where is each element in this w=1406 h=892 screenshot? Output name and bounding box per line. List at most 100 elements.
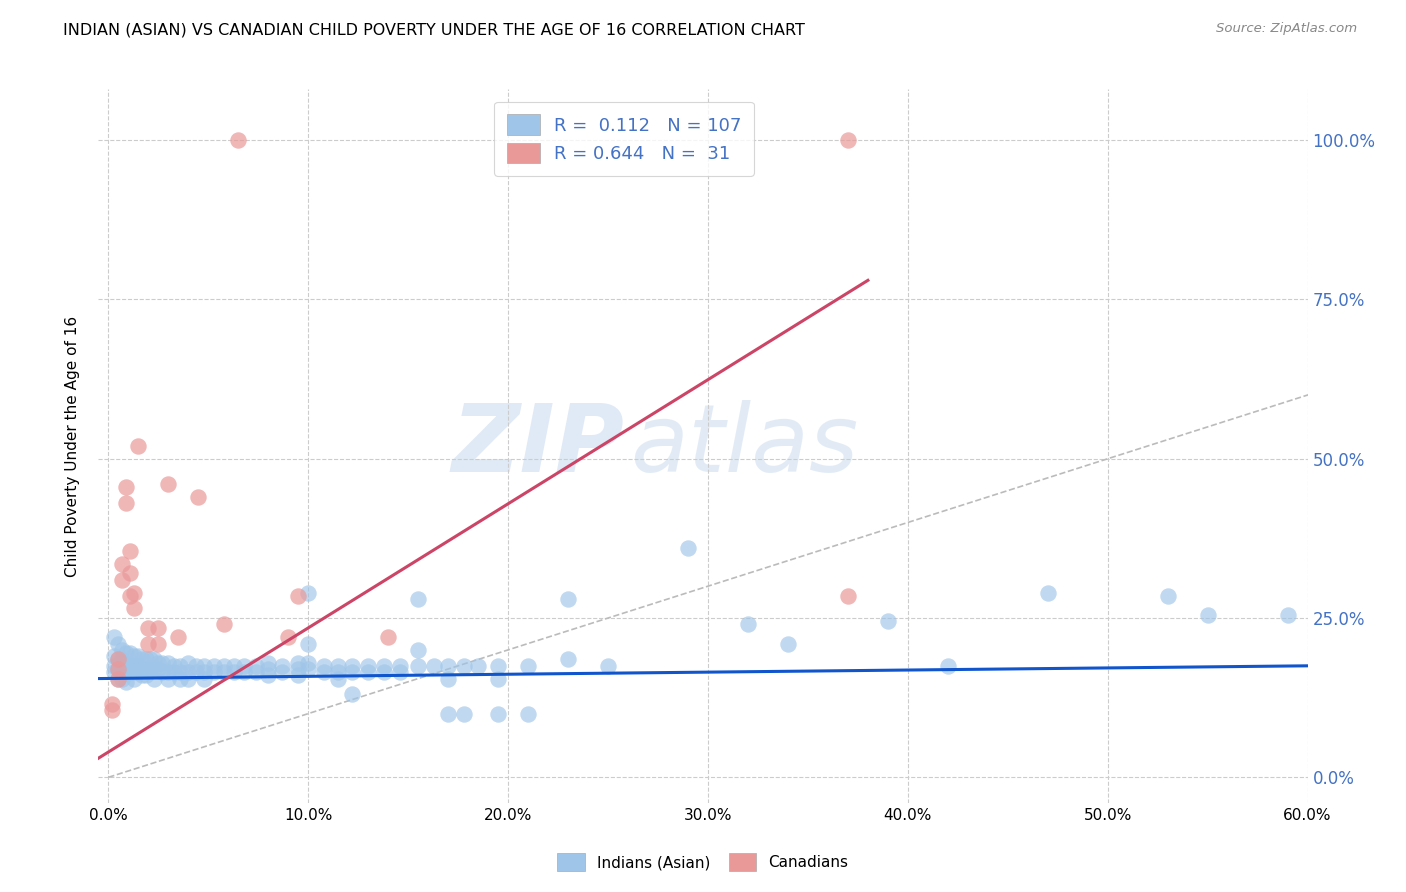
Text: ZIP: ZIP — [451, 400, 624, 492]
Point — [517, 658, 540, 673]
Point — [245, 665, 267, 680]
Point — [138, 621, 160, 635]
Point — [157, 656, 180, 670]
Point — [224, 658, 246, 673]
Point — [557, 591, 579, 606]
Legend: R =  0.112   N = 107, R = 0.644   N =  31: R = 0.112 N = 107, R = 0.644 N = 31 — [495, 102, 754, 176]
Point — [120, 646, 142, 660]
Point — [328, 658, 350, 673]
Point — [107, 662, 129, 676]
Point — [1197, 607, 1219, 622]
Point — [214, 665, 236, 680]
Point — [131, 662, 153, 676]
Point — [257, 656, 280, 670]
Point — [124, 585, 146, 599]
Point — [107, 662, 129, 676]
Point — [124, 601, 146, 615]
Point — [107, 636, 129, 650]
Point — [876, 614, 898, 628]
Point — [271, 665, 294, 680]
Point — [143, 652, 166, 666]
Point — [486, 672, 509, 686]
Point — [186, 665, 208, 680]
Point — [143, 672, 166, 686]
Point — [111, 643, 134, 657]
Point — [148, 621, 170, 635]
Point — [115, 656, 138, 670]
Point — [103, 630, 125, 644]
Point — [120, 665, 142, 680]
Point — [138, 636, 160, 650]
Point — [486, 658, 509, 673]
Point — [1036, 585, 1059, 599]
Point — [437, 672, 460, 686]
Point — [111, 662, 134, 676]
Point — [169, 672, 191, 686]
Point — [177, 665, 200, 680]
Point — [120, 589, 142, 603]
Point — [297, 585, 319, 599]
Y-axis label: Child Poverty Under the Age of 16: Child Poverty Under the Age of 16 — [65, 316, 80, 576]
Point — [124, 658, 146, 673]
Point — [115, 665, 138, 680]
Point — [1156, 589, 1178, 603]
Point — [115, 496, 138, 510]
Point — [837, 589, 859, 603]
Point — [107, 672, 129, 686]
Point — [257, 662, 280, 676]
Point — [150, 656, 173, 670]
Point — [148, 656, 170, 670]
Point — [120, 658, 142, 673]
Point — [287, 662, 309, 676]
Text: atlas: atlas — [630, 401, 859, 491]
Point — [737, 617, 759, 632]
Point — [101, 697, 124, 711]
Point — [1277, 607, 1299, 622]
Point — [377, 630, 399, 644]
Point — [124, 649, 146, 664]
Point — [127, 649, 149, 664]
Point — [169, 658, 191, 673]
Point — [486, 706, 509, 721]
Point — [676, 541, 699, 555]
Point — [453, 658, 475, 673]
Point — [287, 668, 309, 682]
Point — [148, 636, 170, 650]
Point — [177, 656, 200, 670]
Point — [101, 703, 124, 717]
Point — [202, 665, 225, 680]
Point — [373, 658, 395, 673]
Point — [139, 652, 162, 666]
Point — [342, 688, 364, 702]
Point — [214, 658, 236, 673]
Point — [163, 665, 186, 680]
Point — [233, 665, 256, 680]
Point — [150, 665, 173, 680]
Point — [287, 589, 309, 603]
Point — [167, 630, 190, 644]
Point — [453, 706, 475, 721]
Point — [437, 706, 460, 721]
Point — [328, 665, 350, 680]
Point — [314, 658, 336, 673]
Point — [127, 439, 149, 453]
Point — [342, 658, 364, 673]
Point — [193, 658, 215, 673]
Point — [111, 573, 134, 587]
Point — [277, 630, 299, 644]
Point — [120, 566, 142, 581]
Point — [103, 658, 125, 673]
Point — [107, 672, 129, 686]
Point — [103, 665, 125, 680]
Point — [406, 643, 429, 657]
Point — [423, 658, 446, 673]
Point — [107, 652, 129, 666]
Point — [115, 480, 138, 494]
Point — [177, 672, 200, 686]
Point — [202, 658, 225, 673]
Point — [357, 665, 380, 680]
Point — [135, 652, 157, 666]
Point — [127, 658, 149, 673]
Point — [115, 674, 138, 689]
Point — [297, 662, 319, 676]
